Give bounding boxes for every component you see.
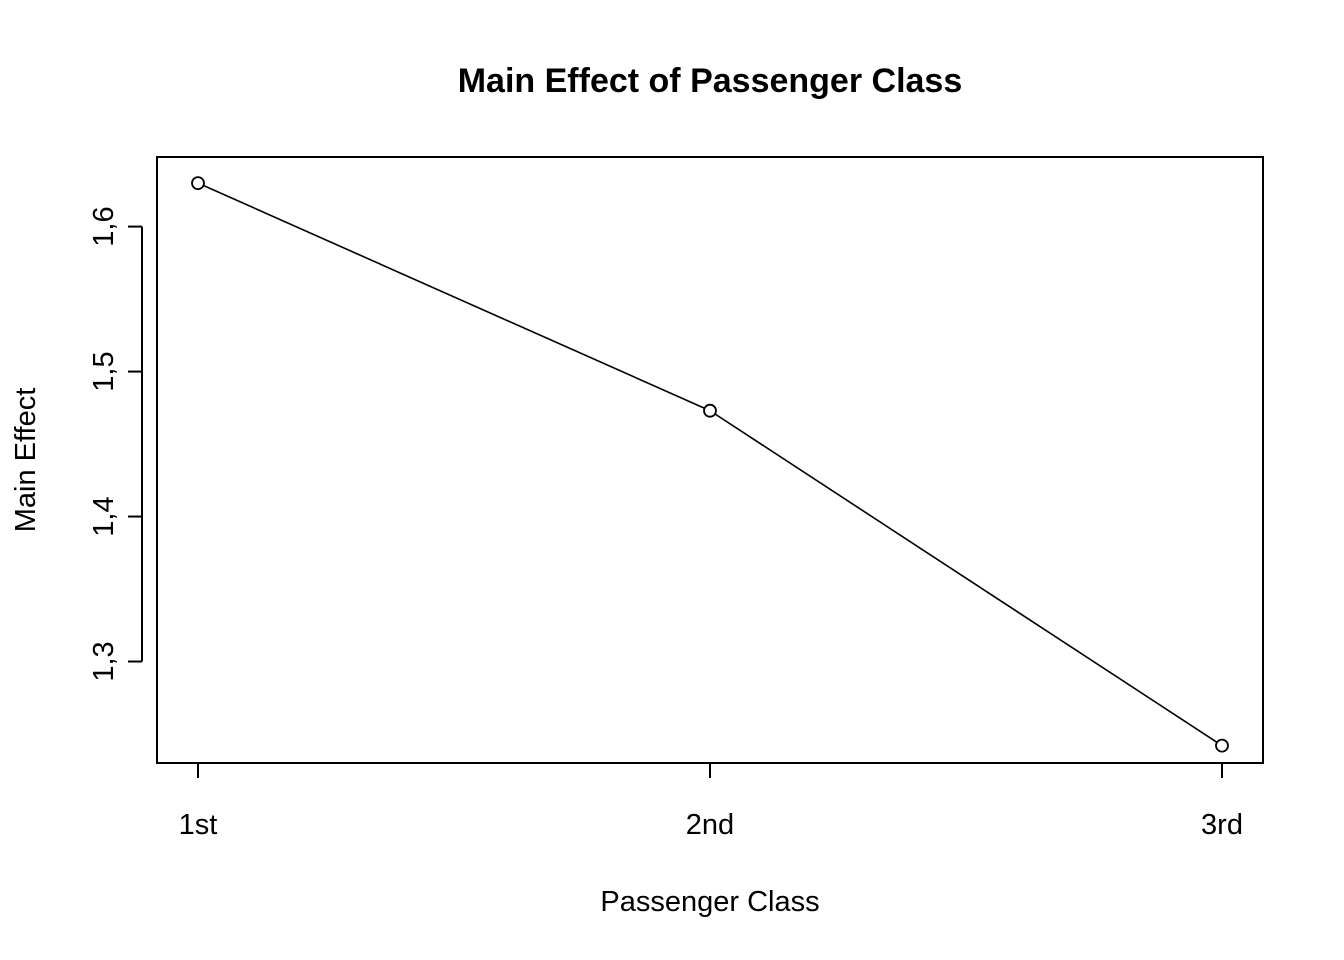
y-tick-label: 1,4 (88, 496, 120, 536)
plot-area-frame (156, 156, 1264, 764)
series-layer (191, 176, 1229, 753)
data-point (703, 403, 717, 418)
y-axis: 1,3 1,4 1,5 1,6 (88, 206, 143, 682)
y-tick-label: 1,5 (88, 351, 120, 391)
x-tick-label: 2nd (686, 809, 734, 841)
y-tick-label: 1,6 (88, 206, 120, 246)
y-tick-label: 1,3 (88, 641, 120, 681)
x-tick-label: 3rd (1201, 809, 1243, 841)
x-tick-label: 1st (179, 809, 218, 841)
x-axis-label: Passenger Class (600, 886, 819, 918)
y-axis-label: Main Effect (10, 388, 42, 533)
series-line-segment (203, 184, 705, 410)
series-line-segment (714, 413, 1218, 743)
data-point (191, 176, 205, 190)
data-point (1215, 738, 1229, 753)
chart-title: Main Effect of Passenger Class (458, 62, 963, 100)
x-axis: 1st 2nd 3rd (179, 762, 1243, 841)
